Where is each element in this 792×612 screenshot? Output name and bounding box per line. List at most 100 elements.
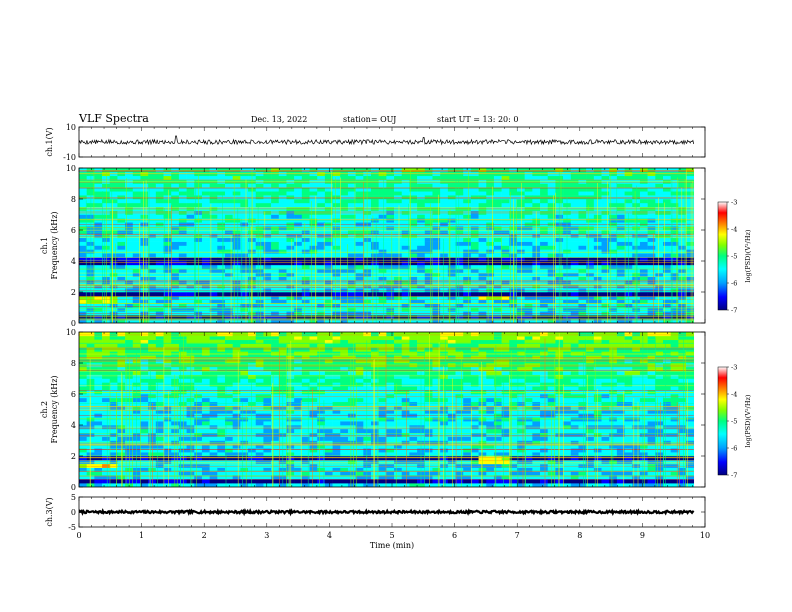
- psd-cell: [294, 370, 303, 375]
- psd-cell: [317, 432, 326, 437]
- psd-cell: [417, 210, 426, 215]
- psd-cell: [232, 206, 241, 211]
- psd-cell: [578, 264, 587, 270]
- psd-cell: [432, 249, 441, 254]
- psd-cell: [286, 268, 295, 273]
- psd-cell: [217, 428, 226, 434]
- psd-cell: [347, 471, 356, 476]
- psd-cell: [440, 206, 449, 211]
- psd-cell: [163, 452, 172, 457]
- psd-cell: [363, 436, 372, 441]
- psd-cell: [401, 245, 410, 250]
- psd-cell: [232, 233, 241, 239]
- psd-cell: [609, 268, 618, 273]
- psd-cell: [609, 237, 618, 242]
- psd-cell: [240, 183, 249, 188]
- psd-cell: [655, 261, 664, 266]
- psd-cell: [109, 191, 118, 196]
- psd-cell: [201, 436, 210, 441]
- psd-cell: [94, 295, 103, 301]
- psd-cell: [670, 168, 679, 173]
- psd-cell: [317, 448, 326, 453]
- psd-cell: [578, 253, 587, 258]
- psd-cell: [332, 378, 341, 383]
- psd-cell: [386, 249, 395, 254]
- psd-cell: [340, 183, 349, 188]
- psd-cell: [463, 272, 472, 277]
- psd-cell: [332, 374, 341, 379]
- psd-cell: [486, 311, 495, 316]
- psd-cell: [678, 199, 687, 204]
- psd-cell: [117, 292, 126, 297]
- psd-cell: [601, 237, 610, 242]
- psd-cell: [286, 206, 295, 211]
- psd-cell: [347, 175, 356, 180]
- psd-cell: [86, 463, 95, 468]
- psd-cell: [155, 199, 164, 204]
- psd-cell: [248, 382, 257, 387]
- psd-cell: [148, 397, 157, 403]
- psd-cell: [570, 264, 579, 270]
- psd-cell: [655, 202, 664, 208]
- psd-cell: [125, 183, 134, 188]
- psd-cell: [271, 386, 280, 391]
- psd-cell: [278, 272, 287, 277]
- psd-cell: [102, 347, 111, 352]
- psd-cell: [294, 210, 303, 215]
- psd-cell: [79, 428, 87, 434]
- psd-cell: [102, 394, 111, 399]
- psd-cell: [125, 307, 134, 312]
- psd-cell: [317, 295, 326, 301]
- psd-cell: [409, 241, 418, 246]
- psd-cell: [378, 210, 387, 215]
- psd-cell: [463, 315, 472, 320]
- psd-cell: [117, 168, 126, 173]
- psd-cell: [371, 405, 379, 410]
- psd-cell: [163, 374, 172, 379]
- psd-cell: [148, 257, 157, 262]
- psd-cell: [324, 378, 333, 383]
- psd-cell: [217, 452, 226, 457]
- psd-cell: [255, 284, 264, 289]
- psd-cell: [278, 199, 287, 204]
- psd-cell: [586, 206, 595, 211]
- psd-cell: [340, 421, 349, 426]
- psd-cell: [547, 261, 556, 266]
- psd-cell: [609, 311, 618, 316]
- psd-cell: [340, 264, 349, 270]
- psd-cell: [163, 222, 172, 227]
- psd-cell: [271, 332, 280, 337]
- psd-cell: [109, 386, 118, 391]
- psd-cell: [570, 241, 579, 246]
- psd-cell: [678, 241, 687, 246]
- psd-cell: [94, 370, 103, 375]
- psd-cell: [148, 191, 157, 196]
- psd-cell: [79, 183, 87, 188]
- psd-cell: [401, 241, 410, 246]
- psd-cell: [140, 440, 149, 445]
- psd-cell: [232, 459, 241, 465]
- psd-cell: [639, 168, 648, 173]
- psd-cell: [217, 343, 226, 348]
- psd-cell: [294, 292, 303, 297]
- psd-cell: [294, 343, 303, 348]
- psd-cell: [347, 315, 356, 320]
- psd-cell: [102, 168, 111, 173]
- psd-cell: [432, 299, 441, 304]
- psd-cell: [140, 226, 149, 231]
- psd-cell: [155, 307, 164, 312]
- psd-cell: [616, 191, 625, 196]
- psd-cell: [271, 261, 280, 266]
- psd-cell: [201, 471, 210, 476]
- psd-cell: [486, 249, 495, 254]
- psd-cell: [632, 202, 641, 208]
- psd-cell: [155, 479, 164, 484]
- psd-cell: [409, 237, 418, 242]
- psd-cell: [309, 272, 318, 277]
- psd-cell: [501, 299, 510, 304]
- psd-cell: [132, 471, 141, 476]
- psd-cell: [655, 222, 664, 227]
- psd-cell: [378, 168, 387, 173]
- psd-cell: [309, 226, 318, 231]
- psd-cell: [278, 245, 287, 250]
